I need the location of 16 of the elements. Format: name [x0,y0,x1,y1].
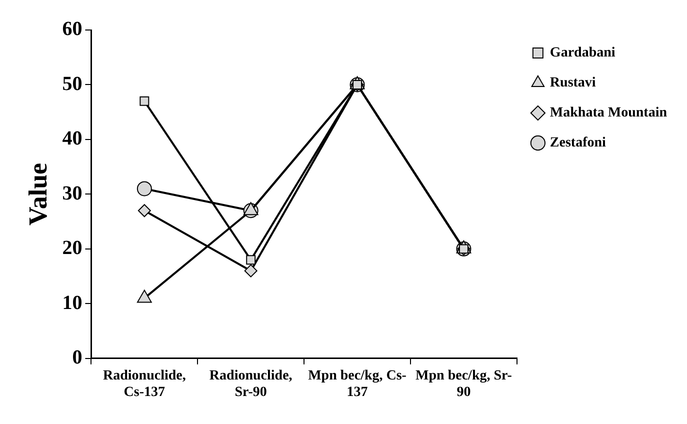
legend-label: Zestafoni [550,136,606,151]
legend-label: Gardabani [550,46,616,61]
y-tick-label: 20 [62,237,82,260]
y-tick-label: 40 [62,128,82,150]
y-tick-label: 0 [72,346,82,369]
legend-label: Makhata Mountain [550,106,668,121]
y-tick-label: 60 [62,18,82,40]
legend-label: Rustavi [550,76,596,91]
y-tick-label: 30 [62,182,82,204]
y-tick-label: 50 [62,72,82,95]
x-tick-label: Mpn bec/kg, Sr-90 [416,368,512,400]
x-tick-label: Mpn bec/kg, Cs-137 [308,368,407,400]
y-axis-title: Value [23,162,52,226]
y-tick-label: 10 [62,292,82,314]
x-tick-label: Radionuclide, Cs-137 [102,368,186,400]
x-tick-label: Radionuclide, Sr-90 [209,368,292,400]
